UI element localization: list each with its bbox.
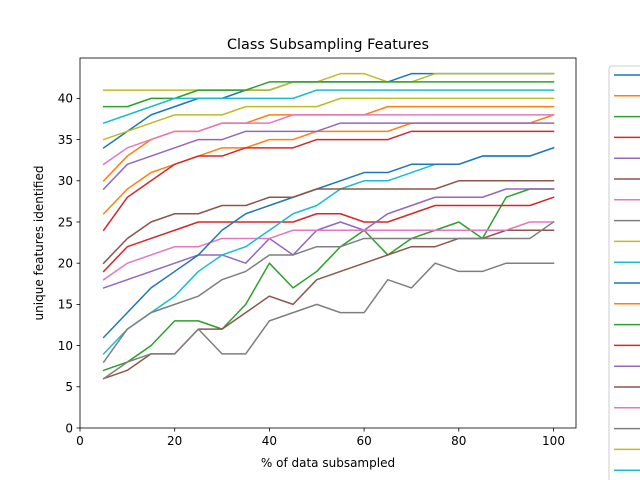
series-line-11 (102, 146, 555, 339)
y-tick-label: 20 (58, 256, 73, 270)
series-line-14 (102, 130, 555, 232)
series-line-3 (102, 188, 555, 372)
x-tick-label: 40 (262, 434, 277, 448)
x-axis: 0 20 40 60 80 100 (76, 428, 565, 448)
series-layer (102, 72, 555, 380)
x-tick-label: 60 (356, 434, 371, 448)
series-line-7 (102, 221, 555, 281)
series-line-17 (102, 114, 555, 166)
series-line-18 (102, 220, 555, 364)
y-tick-label: 35 (58, 133, 73, 147)
x-tick-label: 20 (167, 434, 182, 448)
plot-frame (79, 57, 577, 429)
y-tick-label: 0 (65, 421, 73, 435)
series-line-5 (102, 188, 555, 289)
x-tick-label: 0 (76, 434, 84, 448)
series-line-20 (102, 89, 555, 125)
series-line-8 (102, 262, 555, 380)
x-tick-label: 100 (542, 434, 565, 448)
chart-title: Class Subsampling Features (227, 37, 429, 53)
y-axis-label: unique features identified (32, 166, 46, 321)
y-tick-label: 25 (58, 215, 73, 229)
y-axis: 0 5 10 15 20 25 30 35 40 (58, 92, 80, 435)
legend (608, 65, 640, 480)
legend-entries (614, 74, 640, 471)
y-tick-label: 5 (65, 380, 73, 394)
legend-frame (608, 65, 640, 480)
x-axis-label: % of data subsampled (261, 456, 395, 470)
y-tick-label: 10 (58, 339, 73, 353)
x-tick-label: 80 (451, 434, 466, 448)
series-line-19 (102, 97, 555, 141)
series-line-16 (102, 180, 555, 265)
y-tick-label: 40 (58, 92, 73, 106)
series-line-9 (102, 72, 555, 91)
series-line-15 (102, 122, 555, 191)
series-line-13 (102, 81, 555, 108)
y-tick-label: 30 (58, 174, 73, 188)
y-tick-label: 15 (58, 298, 73, 312)
series-line-4 (102, 196, 555, 273)
